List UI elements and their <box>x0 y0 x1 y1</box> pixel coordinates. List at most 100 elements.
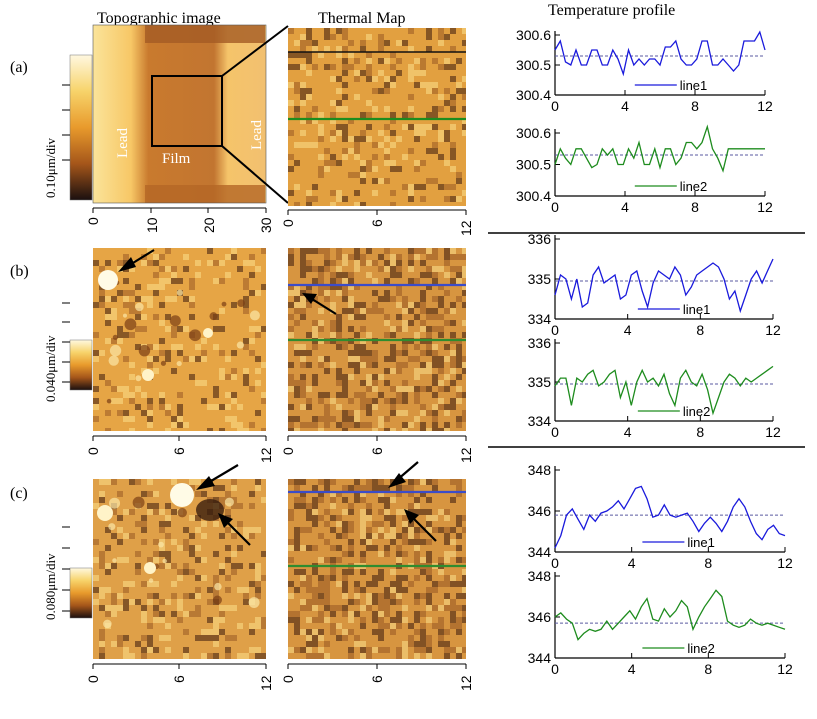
series-line1 <box>554 258 774 314</box>
y-tick-label: 300.5 <box>516 57 551 73</box>
x-tick-label: 12 <box>777 555 793 571</box>
arrows-c-map <box>388 461 437 542</box>
thermal-map-b <box>288 248 466 431</box>
topo-c-tick-2: 12 <box>258 675 274 691</box>
topo-a-tick-1: 10 <box>144 217 160 233</box>
colorbar-a: 0.10μm/div <box>43 54 93 201</box>
x-tick-label: 8 <box>691 199 699 215</box>
map-texture <box>288 479 466 659</box>
y-tick-label: 348 <box>528 462 552 478</box>
y-tick-label: 344 <box>528 544 552 560</box>
legend-label: line1 <box>683 302 710 317</box>
legend-label: line2 <box>680 179 707 194</box>
map-c-tick-0: 0 <box>280 675 296 683</box>
row-label-b: (b) <box>10 263 29 280</box>
colorbar-c-label: 0.080μm/div <box>43 553 58 620</box>
legend-label: line2 <box>687 641 714 656</box>
x-tick-label: 4 <box>621 199 629 215</box>
map-axis-b: 0 6 12 <box>280 435 474 463</box>
arrow-b-topo <box>118 249 155 272</box>
profile-chart-b2: 334 335 336 0 4 8 12 line2 <box>528 335 781 440</box>
header-topographic: Topographic image <box>97 10 221 27</box>
topographic-image-c <box>93 479 266 659</box>
x-tick-label: 4 <box>624 322 632 338</box>
row-label-a: (a) <box>10 59 28 76</box>
x-tick-label: 4 <box>624 424 632 440</box>
x-tick-label: 0 <box>551 555 559 571</box>
y-tick-label: 300.6 <box>516 125 551 141</box>
x-tick-label: 8 <box>704 661 712 677</box>
profile-chart-c1: 344 346 348 0 4 8 12 line1 <box>528 462 793 571</box>
thermal-map-c <box>288 479 466 659</box>
x-tick-label: 0 <box>551 424 559 440</box>
legend-label: line1 <box>687 535 714 550</box>
x-tick-label: 0 <box>551 199 559 215</box>
map-b-tick-2: 12 <box>458 447 474 463</box>
lead-right-label: Lead <box>249 120 265 150</box>
header-temperature-profile: Temperature profile <box>548 2 675 19</box>
y-tick-label: 300.6 <box>516 27 551 43</box>
y-tick-label: 348 <box>528 568 552 584</box>
x-tick-label: 12 <box>765 322 781 338</box>
legend-label: line1 <box>680 78 707 93</box>
x-tick-label: 12 <box>757 98 773 114</box>
profile-chart-a1: 300.4 300.5 300.6 0 4 8 12 line1 <box>516 27 773 114</box>
x-tick-label: 4 <box>621 98 629 114</box>
series-line2 <box>554 365 774 416</box>
y-tick-label: 300.5 <box>516 157 551 173</box>
map-texture <box>288 248 466 431</box>
x-tick-label: 8 <box>704 555 712 571</box>
map-c-tick-1: 6 <box>369 675 385 683</box>
topo-c-tick-0: 0 <box>85 675 101 683</box>
series-line2 <box>554 589 786 641</box>
series-line1 <box>554 30 766 77</box>
x-tick-label: 12 <box>765 424 781 440</box>
map-a-tick-1: 6 <box>369 219 385 227</box>
x-tick-label: 8 <box>696 322 704 338</box>
topo-b-tick-0: 0 <box>85 447 101 455</box>
zoom-line-top <box>221 25 289 77</box>
map-b-tick-1: 6 <box>369 447 385 455</box>
header-thermal-map: Thermal Map <box>318 10 406 27</box>
y-tick-label: 336 <box>528 231 552 247</box>
x-tick-label: 8 <box>691 98 699 114</box>
map-c-tick-2: 12 <box>458 675 474 691</box>
x-tick-label: 4 <box>628 661 636 677</box>
map-texture <box>288 28 466 206</box>
y-tick-label: 300.4 <box>516 188 551 204</box>
x-tick-label: 0 <box>551 322 559 338</box>
topographic-image-b <box>93 248 266 431</box>
zoom-line-bottom <box>221 145 289 204</box>
y-tick-label: 300.4 <box>516 87 551 103</box>
map-texture <box>93 248 266 431</box>
profile-chart-a2: 300.4 300.5 300.6 0 4 8 12 line2 <box>516 124 773 215</box>
x-tick-label: 12 <box>757 199 773 215</box>
thermal-map-a <box>288 28 466 206</box>
legend-label: line2 <box>683 404 710 419</box>
row-label-c: (c) <box>10 485 28 502</box>
map-axis-a: 0 6 12 <box>280 209 474 236</box>
topo-axis-b: 0 6 12 <box>85 435 274 463</box>
map-axis-c: 0 6 12 <box>280 663 474 691</box>
profile-chart-b1: 334 335 336 0 4 8 12 line1 <box>528 231 781 338</box>
y-tick-label: 335 <box>528 374 552 390</box>
colorbar-c: 0.080μm/div <box>43 526 93 620</box>
series-line1 <box>554 485 786 549</box>
lead-left-label: Lead <box>115 128 131 158</box>
series-line2 <box>554 124 765 173</box>
y-tick-label: 336 <box>528 335 552 351</box>
film-label: Film <box>162 151 191 167</box>
y-tick-label: 335 <box>528 271 552 287</box>
topo-b-tick-1: 6 <box>171 447 187 455</box>
topo-b-tick-2: 12 <box>258 447 274 463</box>
y-tick-label: 344 <box>528 650 552 666</box>
topo-a-tick-2: 20 <box>201 217 217 233</box>
zoom-region-box <box>151 75 223 147</box>
x-tick-label: 8 <box>696 424 704 440</box>
arrow-b-map <box>302 293 337 315</box>
y-tick-label: 346 <box>528 503 552 519</box>
topo-a-tick-3: 30 <box>258 217 274 233</box>
topo-a-tick-0: 0 <box>85 217 101 225</box>
x-tick-label: 0 <box>551 98 559 114</box>
